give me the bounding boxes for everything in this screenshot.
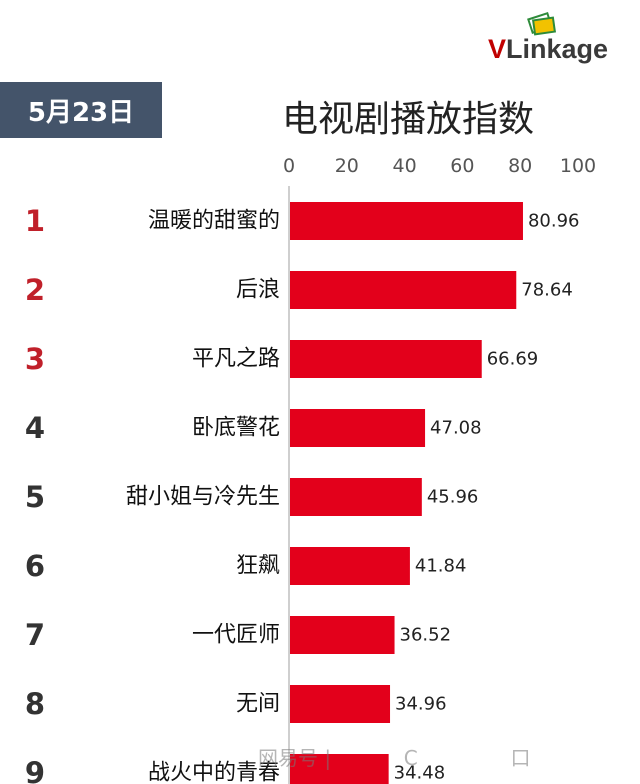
chart-title: 电视剧播放指数 [282,99,535,140]
value-label: 78.64 [521,280,573,301]
rank-label: 8 [25,687,45,721]
bar [290,547,410,585]
value-label: 34.48 [394,763,446,784]
date-badge: 5月23日 [0,82,162,138]
rank-label: 7 [25,618,45,652]
value-label: 41.84 [415,556,467,577]
category-label: 后浪 [236,278,280,303]
value-label: 36.52 [400,625,452,646]
logo-text: VLinkage [488,34,608,65]
bar [290,202,523,240]
x-tick-label: 80 [508,155,532,177]
x-tick-label: 60 [450,155,474,177]
bar [290,478,422,516]
logo-rest: Linkage [506,34,609,64]
category-label: 战火中的青春 [148,761,280,784]
value-label: 34.96 [395,694,447,715]
category-label: 甜小姐与冷先生 [126,485,280,510]
value-label: 47.08 [430,418,482,439]
category-label: 无间 [236,692,280,717]
logo-v: V [488,34,507,64]
category-label: 一代匠师 [192,623,280,648]
value-label: 45.96 [427,487,479,508]
value-label: 66.69 [487,349,539,370]
bar [290,340,482,378]
category-label: 平凡之路 [192,347,280,372]
rank-label: 5 [25,480,45,514]
category-label: 温暖的甜蜜的 [148,209,280,234]
x-tick-label: 0 [283,155,295,177]
x-tick-label: 20 [335,155,359,177]
rank-label: 9 [25,756,45,784]
x-tick-label: 100 [560,155,596,177]
bar [290,271,517,309]
category-label: 卧底警花 [192,416,280,441]
date-label: 5月23日 [27,97,135,128]
vlinkage-logo: VLinkage [486,12,636,72]
rank-label: 6 [25,549,45,583]
rank-label: 3 [25,342,45,376]
category-label: 狂飙 [236,554,280,579]
value-label: 80.96 [528,211,580,232]
rank-label: 2 [25,273,45,307]
bar [290,685,391,723]
bar [290,616,395,654]
x-tick-label: 40 [393,155,417,177]
rank-label: 4 [25,411,45,445]
watermark: 网易号 | C 口 [258,746,531,770]
logo-cards-icon [527,12,557,36]
rank-label: 1 [25,204,45,238]
bar [290,754,389,784]
bar [290,409,426,447]
